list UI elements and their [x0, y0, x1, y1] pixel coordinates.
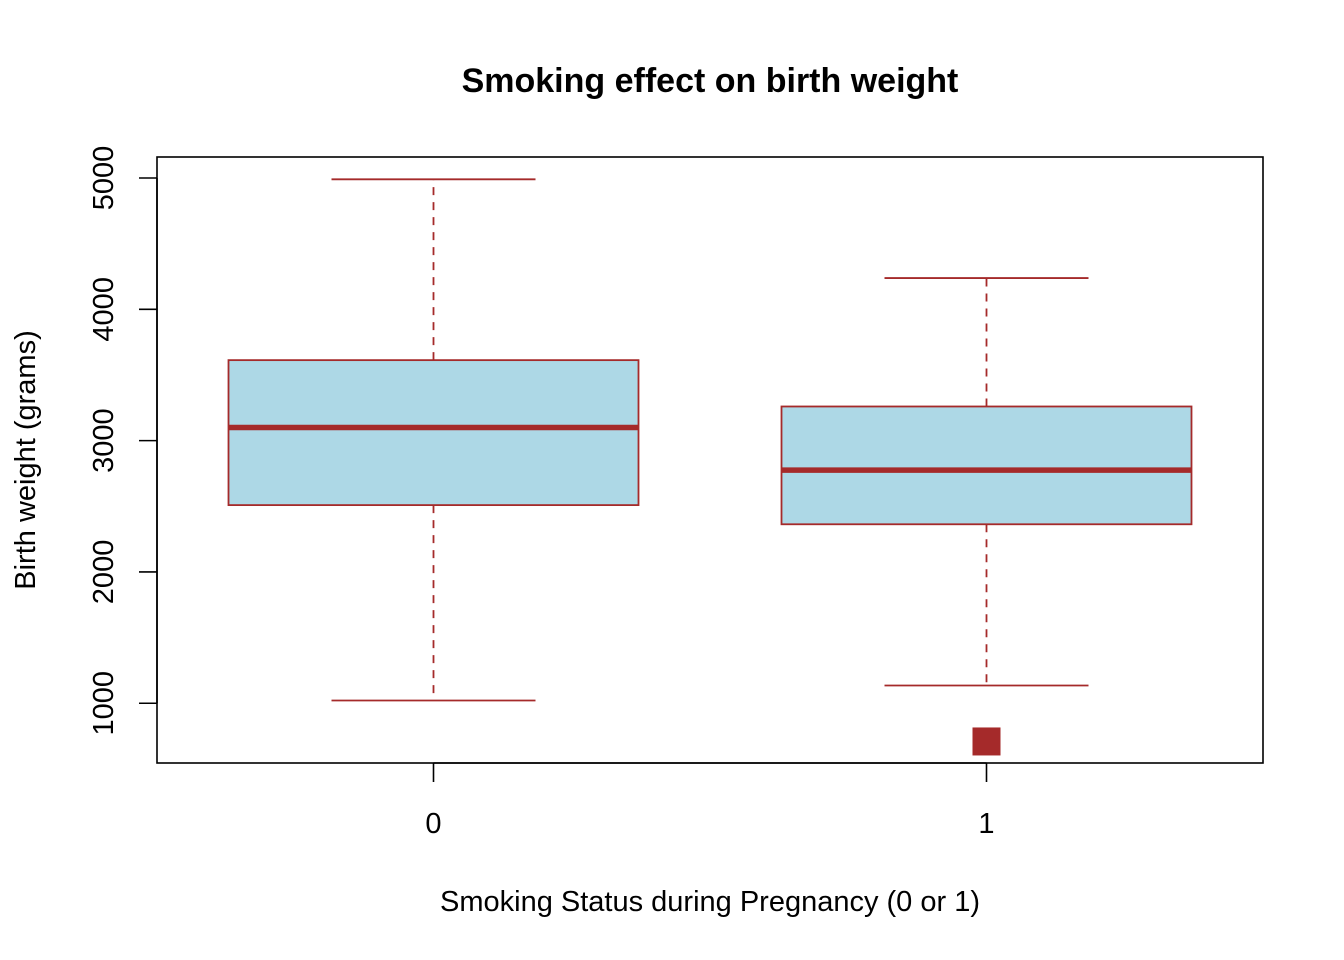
box-group-1	[780, 277, 1193, 756]
y-tick-label: 4000	[88, 277, 120, 342]
boxes-layer	[227, 178, 1193, 756]
box-iqr	[227, 359, 640, 507]
box-group-0	[227, 178, 640, 702]
chart-title: Smoking effect on birth weight	[462, 62, 959, 100]
outlier-point	[972, 727, 1001, 756]
y-axis-label: Birth weight (grams)	[10, 330, 42, 589]
box-iqr	[780, 405, 1193, 526]
x-tick-label: 0	[425, 808, 441, 840]
y-axis: 1000 2000 3000 4000 5000	[88, 146, 158, 736]
x-axis-label: Smoking Status during Pregnancy (0 or 1)	[440, 886, 980, 918]
y-tick-label: 1000	[88, 671, 120, 736]
y-tick-label: 5000	[88, 146, 120, 211]
y-tick-label: 2000	[88, 540, 120, 605]
y-tick-label: 3000	[88, 408, 120, 473]
x-tick-label: 1	[978, 808, 994, 840]
